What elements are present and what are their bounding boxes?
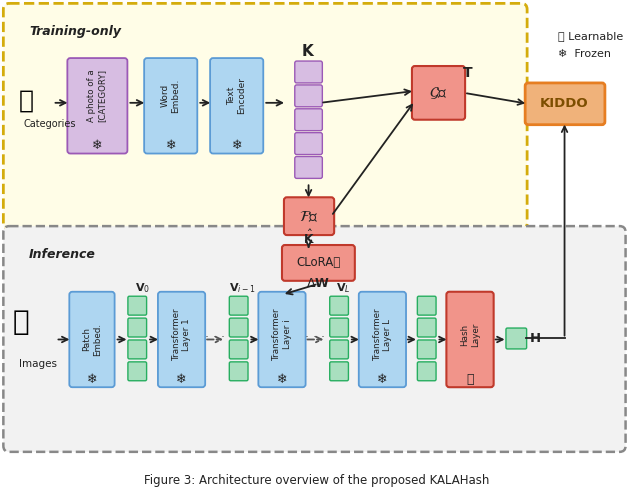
FancyBboxPatch shape	[295, 109, 323, 131]
Text: $\mathbf{H}$: $\mathbf{H}$	[529, 332, 541, 345]
FancyBboxPatch shape	[67, 58, 127, 153]
Text: Word
Embed.: Word Embed.	[161, 79, 180, 113]
FancyBboxPatch shape	[128, 340, 147, 359]
Text: 📋: 📋	[19, 89, 34, 113]
FancyBboxPatch shape	[229, 362, 248, 381]
Text: $\mathbf{V}_L$: $\mathbf{V}_L$	[336, 281, 350, 295]
Text: $\mathcal{F}$🔥: $\mathcal{F}$🔥	[299, 209, 319, 224]
Text: Categories: Categories	[23, 119, 76, 129]
FancyBboxPatch shape	[506, 328, 527, 349]
FancyBboxPatch shape	[417, 318, 436, 337]
FancyBboxPatch shape	[295, 85, 323, 107]
Text: ❄: ❄	[232, 139, 242, 152]
Text: $\mathbf{K}$: $\mathbf{K}$	[301, 43, 316, 59]
FancyBboxPatch shape	[417, 296, 436, 315]
Text: ❄: ❄	[166, 139, 176, 152]
FancyBboxPatch shape	[284, 198, 334, 235]
Text: ❄: ❄	[86, 373, 97, 386]
FancyBboxPatch shape	[229, 296, 248, 315]
FancyBboxPatch shape	[158, 292, 205, 387]
FancyBboxPatch shape	[330, 296, 348, 315]
Text: $\mathbf{V}_0$: $\mathbf{V}_0$	[134, 281, 150, 295]
FancyBboxPatch shape	[144, 58, 197, 153]
FancyBboxPatch shape	[128, 296, 147, 315]
Text: $\mathbf{T}$: $\mathbf{T}$	[462, 66, 474, 80]
Text: Transformer
Layer 1: Transformer Layer 1	[172, 308, 191, 361]
FancyBboxPatch shape	[259, 292, 306, 387]
Text: 🖼️: 🖼️	[13, 307, 30, 336]
Text: ❄: ❄	[377, 373, 388, 386]
FancyBboxPatch shape	[295, 133, 323, 154]
FancyBboxPatch shape	[359, 292, 406, 387]
Text: $\mathbf{V}_{i-1}$: $\mathbf{V}_{i-1}$	[229, 281, 256, 295]
Text: ❄  Frozen: ❄ Frozen	[557, 49, 611, 59]
Text: $\Delta\mathbf{W}$: $\Delta\mathbf{W}$	[307, 277, 330, 290]
Text: Transformer
Layer L: Transformer Layer L	[372, 308, 392, 361]
Text: Images: Images	[19, 359, 57, 369]
FancyBboxPatch shape	[412, 66, 465, 120]
FancyBboxPatch shape	[295, 156, 323, 178]
Text: Training-only: Training-only	[29, 25, 121, 38]
FancyBboxPatch shape	[69, 292, 115, 387]
FancyBboxPatch shape	[417, 340, 436, 359]
Text: CLoRA🔥: CLoRA🔥	[296, 256, 340, 269]
Text: Figure 3: Architecture overview of the proposed KALAHash: Figure 3: Architecture overview of the p…	[144, 474, 489, 487]
FancyBboxPatch shape	[128, 362, 147, 381]
Text: ❄: ❄	[92, 139, 102, 152]
Text: Text
Encoder: Text Encoder	[227, 77, 246, 114]
Text: Patch
Embed.: Patch Embed.	[83, 323, 102, 356]
FancyBboxPatch shape	[282, 245, 355, 281]
FancyBboxPatch shape	[330, 340, 348, 359]
Text: $\hat{\mathbf{K}}$: $\hat{\mathbf{K}}$	[303, 229, 314, 247]
FancyBboxPatch shape	[446, 292, 493, 387]
Text: 🔥: 🔥	[467, 373, 474, 386]
FancyBboxPatch shape	[3, 3, 527, 229]
Text: KIDDO: KIDDO	[540, 98, 589, 110]
FancyBboxPatch shape	[229, 340, 248, 359]
Text: $\mathcal{G}$🔥: $\mathcal{G}$🔥	[429, 85, 448, 101]
Text: · · ·: · · ·	[205, 331, 225, 344]
Text: ❄: ❄	[276, 373, 287, 386]
FancyBboxPatch shape	[210, 58, 263, 153]
Text: ❄: ❄	[176, 373, 187, 386]
Text: A photo of a
[CATEGORY]: A photo of a [CATEGORY]	[87, 69, 107, 122]
FancyBboxPatch shape	[229, 318, 248, 337]
Text: Inference: Inference	[29, 248, 96, 261]
FancyBboxPatch shape	[128, 318, 147, 337]
FancyBboxPatch shape	[417, 362, 436, 381]
FancyBboxPatch shape	[330, 318, 348, 337]
FancyBboxPatch shape	[330, 362, 348, 381]
FancyBboxPatch shape	[525, 83, 605, 125]
FancyBboxPatch shape	[295, 61, 323, 83]
Text: 🔥 Learnable: 🔥 Learnable	[557, 31, 623, 41]
Text: · · ·: · · ·	[305, 331, 326, 344]
Text: Transformer
Layer i: Transformer Layer i	[272, 308, 292, 361]
Text: Hash
Layer: Hash Layer	[460, 322, 480, 346]
FancyBboxPatch shape	[3, 226, 625, 452]
